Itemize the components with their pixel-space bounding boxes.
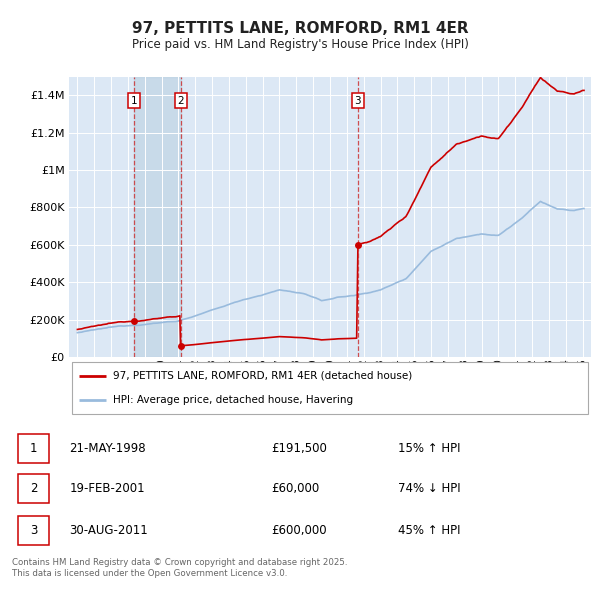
Text: 45% ↑ HPI: 45% ↑ HPI xyxy=(398,524,460,537)
FancyBboxPatch shape xyxy=(18,516,49,545)
Text: 2: 2 xyxy=(30,481,37,495)
Text: 1: 1 xyxy=(30,442,37,455)
Text: £600,000: £600,000 xyxy=(271,524,327,537)
Text: 3: 3 xyxy=(355,96,361,106)
Text: HPI: Average price, detached house, Havering: HPI: Average price, detached house, Have… xyxy=(113,395,353,405)
Text: 74% ↓ HPI: 74% ↓ HPI xyxy=(398,481,461,495)
Text: 3: 3 xyxy=(30,524,37,537)
Text: 97, PETTITS LANE, ROMFORD, RM1 4ER (detached house): 97, PETTITS LANE, ROMFORD, RM1 4ER (deta… xyxy=(113,371,413,381)
FancyBboxPatch shape xyxy=(18,434,49,463)
Text: 1: 1 xyxy=(131,96,137,106)
Text: £60,000: £60,000 xyxy=(271,481,319,495)
Text: 19-FEB-2001: 19-FEB-2001 xyxy=(70,481,145,495)
Bar xyxy=(134,77,181,357)
Text: 15% ↑ HPI: 15% ↑ HPI xyxy=(398,442,460,455)
FancyBboxPatch shape xyxy=(18,474,49,503)
Text: Contains HM Land Registry data © Crown copyright and database right 2025.
This d: Contains HM Land Registry data © Crown c… xyxy=(12,558,347,578)
Text: 97, PETTITS LANE, ROMFORD, RM1 4ER: 97, PETTITS LANE, ROMFORD, RM1 4ER xyxy=(131,21,469,35)
Text: Price paid vs. HM Land Registry's House Price Index (HPI): Price paid vs. HM Land Registry's House … xyxy=(131,38,469,51)
Text: £191,500: £191,500 xyxy=(271,442,327,455)
Text: 2: 2 xyxy=(178,96,184,106)
Text: 30-AUG-2011: 30-AUG-2011 xyxy=(70,524,148,537)
FancyBboxPatch shape xyxy=(71,362,589,414)
Text: 21-MAY-1998: 21-MAY-1998 xyxy=(70,442,146,455)
